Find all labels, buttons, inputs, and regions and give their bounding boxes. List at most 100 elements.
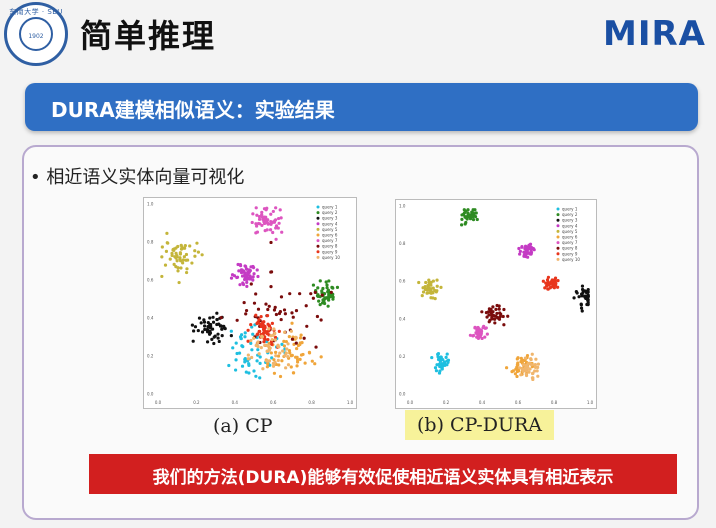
scatter-point <box>291 315 295 319</box>
scatter-point <box>229 334 233 338</box>
scatter-point <box>286 363 291 367</box>
scatter-point <box>211 315 215 319</box>
scatter-point <box>490 316 494 320</box>
scatter-point <box>250 325 254 329</box>
scatter-point <box>276 344 280 348</box>
scatter-point <box>249 338 253 343</box>
scatter-point <box>294 341 298 345</box>
scatter-point <box>176 269 180 273</box>
scatter-point <box>437 362 442 366</box>
scatter-point <box>295 360 300 364</box>
scatter-point <box>217 322 221 326</box>
legend-label: query 8 <box>562 246 578 251</box>
scatter-point <box>524 363 529 368</box>
scatter-point <box>533 365 538 369</box>
scatter-point <box>497 307 501 311</box>
scatter-point <box>235 275 240 279</box>
scatter-point <box>220 334 224 338</box>
scatter-point <box>258 355 262 359</box>
scatter-point <box>254 231 258 235</box>
scatter-point <box>205 340 210 344</box>
scatter-point <box>417 280 421 285</box>
scatter-point <box>286 342 290 346</box>
scatter-point <box>276 358 280 362</box>
scatter-point <box>257 215 262 219</box>
scatter-point <box>527 370 531 374</box>
y-tick-label: 0.4 <box>147 316 154 321</box>
scatter-point <box>556 278 560 283</box>
scatter-point <box>445 363 449 367</box>
scatter-point <box>202 324 207 328</box>
logo-year: 1902 <box>28 33 44 40</box>
scatter-point <box>208 332 212 336</box>
scatter-point <box>319 355 323 359</box>
scatter-point <box>216 332 220 336</box>
scatter-point <box>192 329 196 333</box>
scatter-point <box>335 285 340 289</box>
scatter-point <box>280 359 284 363</box>
scatter-point <box>255 213 259 217</box>
scatter-point <box>311 296 315 300</box>
scatter-point <box>246 270 250 275</box>
scatter-point <box>269 270 274 274</box>
legend-label: query 6 <box>562 235 578 240</box>
scatter-point <box>203 327 207 332</box>
scatter-point <box>251 278 255 282</box>
x-tick-label: 1.0 <box>347 400 354 405</box>
scatter-point <box>313 362 317 366</box>
scatter-point <box>212 341 216 346</box>
scatter-point <box>258 361 262 365</box>
scatter-point <box>274 237 278 241</box>
scatter-point <box>178 251 182 255</box>
scatter-point <box>276 354 281 358</box>
scatter-point <box>184 252 189 257</box>
scatter-point <box>239 336 243 341</box>
scatter-point <box>534 357 538 361</box>
logo-emblem <box>19 17 53 51</box>
scatter-point <box>288 292 292 296</box>
y-tick-label: 0.8 <box>147 240 154 245</box>
scatter-point <box>289 329 293 333</box>
scatter-point <box>271 220 275 224</box>
scatter-point <box>263 343 267 347</box>
scatter-point <box>434 369 439 373</box>
scatter-point <box>255 333 259 337</box>
legend-marker <box>316 233 320 237</box>
scatter-point <box>270 356 274 360</box>
scatter-point <box>240 333 244 337</box>
scatter-point <box>298 292 302 296</box>
scatter-point <box>252 272 256 276</box>
scatter-point <box>279 317 283 322</box>
legend-label: query 2 <box>322 210 338 215</box>
scatter-point <box>298 357 302 361</box>
legend-marker <box>316 222 320 226</box>
scatter-point <box>435 278 439 282</box>
scatter-point <box>206 324 210 329</box>
scatter-point <box>271 209 275 214</box>
scatter-point <box>522 358 526 363</box>
legend-label: query 2 <box>562 212 578 217</box>
scatter-point <box>248 274 252 278</box>
scatter-point <box>160 274 164 279</box>
scatter-point <box>439 285 443 289</box>
scatter-point <box>202 318 206 322</box>
scatter-point <box>266 344 270 348</box>
scatter-point <box>269 212 273 216</box>
scatter-point <box>229 329 233 333</box>
scatter-point <box>165 241 169 245</box>
scatter-point <box>270 337 274 342</box>
scatter-point <box>284 366 288 370</box>
scatter-point <box>269 240 273 245</box>
scatter-point <box>265 221 270 225</box>
scatter-point <box>326 290 330 294</box>
scatter-point <box>435 363 439 367</box>
scatter-point <box>274 206 278 210</box>
scatter-point <box>579 306 584 310</box>
caption-cp: (a) CP <box>213 415 273 437</box>
legend-marker <box>316 250 320 254</box>
scatter-point <box>502 323 506 327</box>
scatter-point <box>250 220 254 225</box>
scatter-point <box>231 346 235 350</box>
scatter-point <box>327 279 331 283</box>
scatter-point <box>193 249 197 253</box>
